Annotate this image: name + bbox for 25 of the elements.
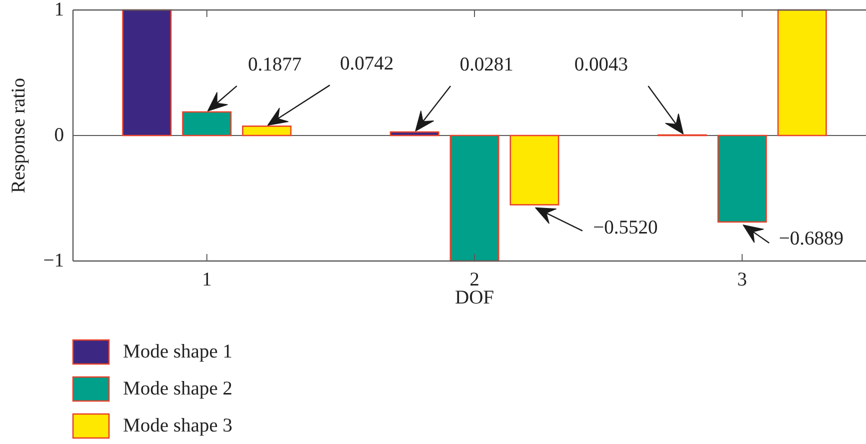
legend-label: Mode shape 2 — [123, 378, 232, 400]
x-tick-label: 3 — [737, 270, 748, 290]
legend-label: Mode shape 1 — [123, 342, 232, 362]
annotation: 0.0281 — [460, 54, 514, 76]
x-axis-title: DOF — [454, 288, 494, 308]
bar — [390, 131, 440, 136]
annotation: −0.6889 — [778, 228, 844, 250]
annotation: −0.5520 — [593, 217, 658, 238]
bar — [450, 134, 500, 262]
y-tick-label: −1 — [43, 250, 64, 272]
y-tick-label: 0 — [54, 125, 64, 146]
annotation: 0.1877 — [248, 54, 302, 76]
bar — [777, 9, 827, 136]
y-axis-title: Response ratio — [8, 78, 30, 194]
x-tick-label: 1 — [202, 270, 212, 290]
bar — [717, 134, 767, 223]
annotation: 0.0043 — [574, 54, 628, 76]
bar — [122, 9, 172, 136]
bar — [242, 126, 292, 136]
legend-label: Mode shape 3 — [123, 416, 232, 436]
x-tick-label: 2 — [470, 270, 480, 290]
bar — [182, 111, 232, 136]
bar — [510, 134, 560, 206]
annotation: 0.0742 — [340, 54, 394, 75]
y-tick-label: 1 — [54, 0, 64, 20]
